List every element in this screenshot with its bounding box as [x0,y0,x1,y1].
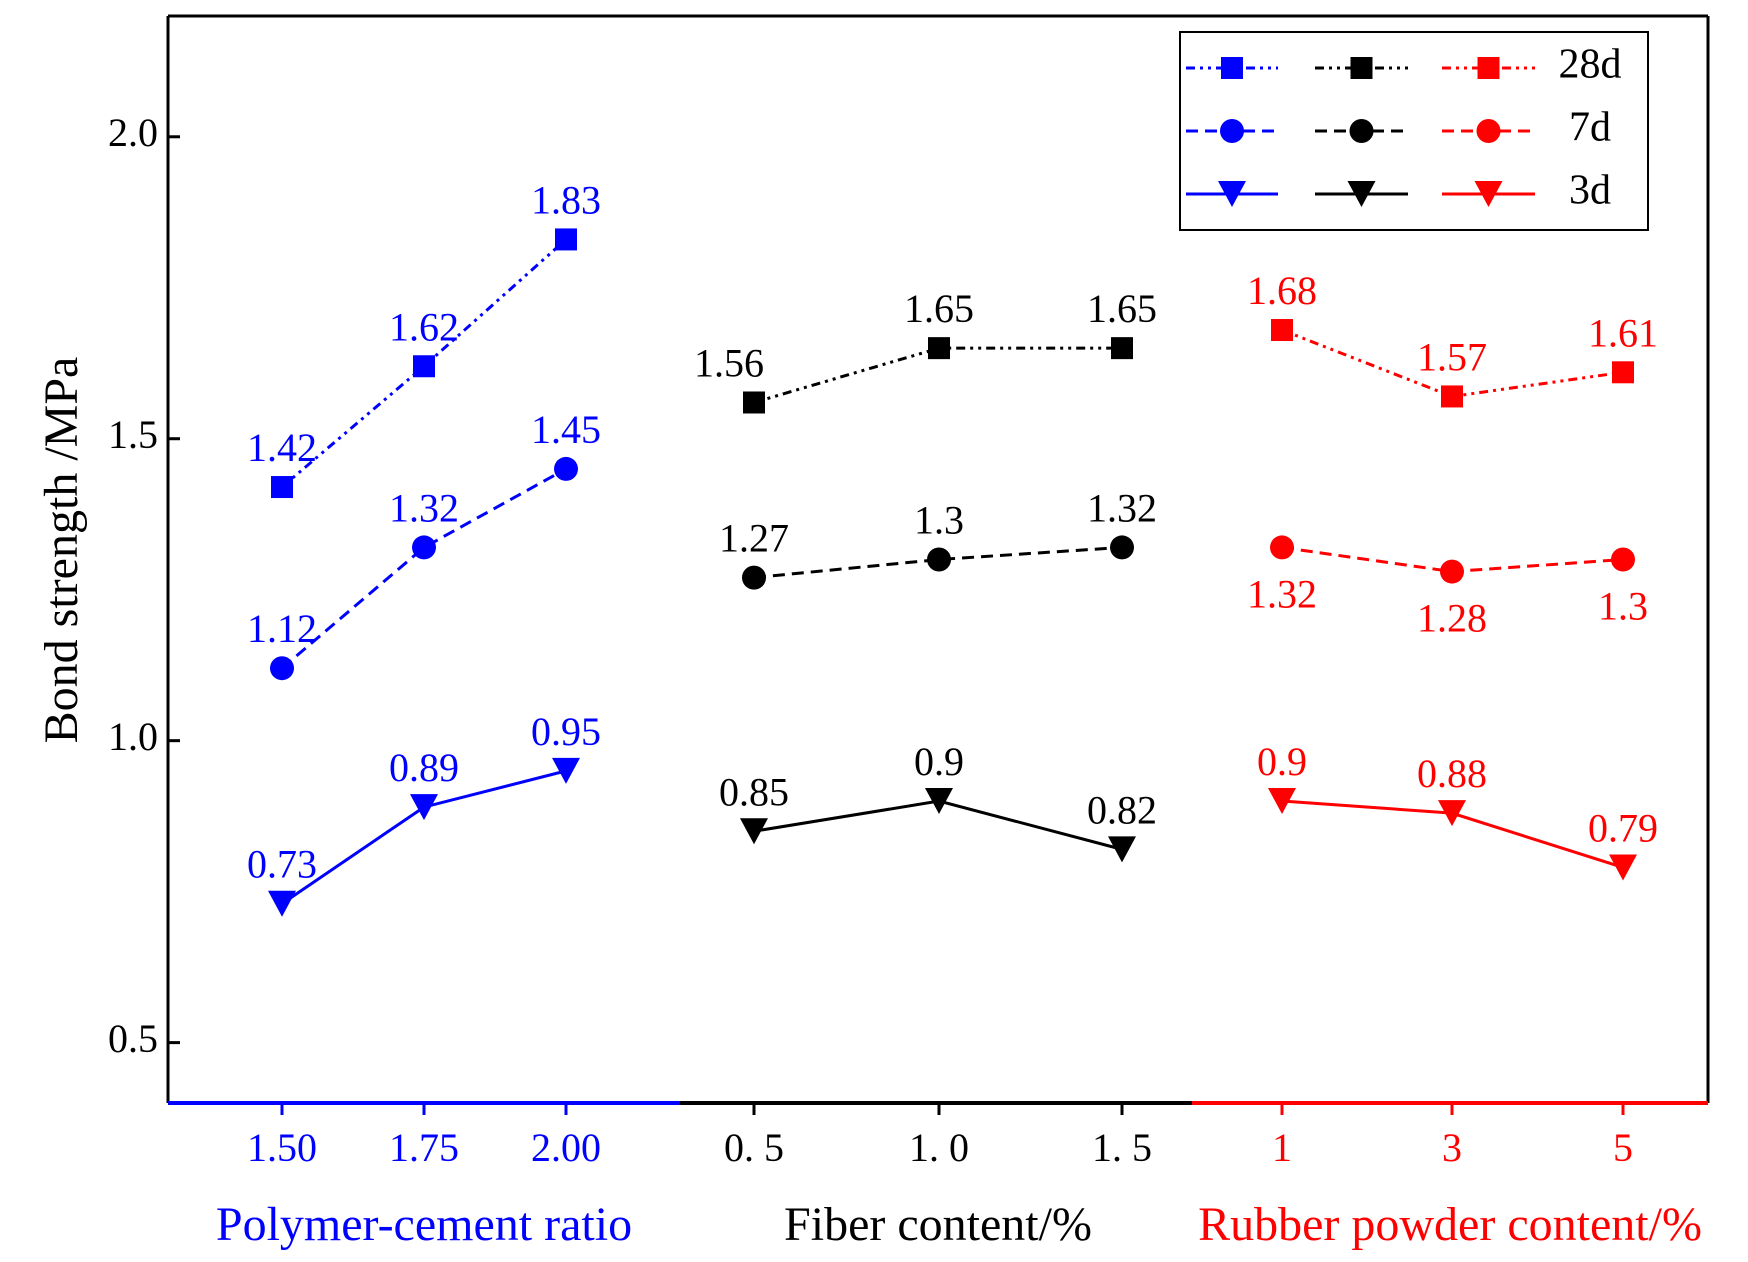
legend-marker-fiber-7d [1349,119,1374,143]
data-label-rubber-3d: 0.88 [1417,751,1487,796]
data-point-fiber-28d [1111,337,1133,360]
data-point-rubber-3d [1268,788,1296,815]
data-label-rubber-28d: 1.68 [1247,268,1317,313]
axis-layer: 0.5 1.0 1.5 2.0 1.50 1.75 2.00 Polymer-cement r… [108,14,1710,1251]
data-point-rubber-3d [1438,800,1466,827]
legend-label-28d: 28d [1559,42,1622,88]
data-label-fiber-28d: 1.56 [694,340,764,385]
y-axis-title: Bond strength /MPa [35,357,88,744]
data-label-fiber-7d: 1.3 [914,498,964,543]
legend-label-7d: 7d [1569,105,1611,151]
data-point-fiber-3d [1108,836,1136,863]
data-point-rubber-7d [1611,547,1635,572]
data-label-rubber-3d: 0.79 [1588,805,1658,850]
data-label-polymer-28d: 1.42 [247,425,317,470]
data-point-fiber-3d [925,788,953,815]
legend-marker-polymer-7d [1220,119,1244,143]
data-point-polymer-28d [413,355,435,378]
legend-marker-fiber-28d [1350,57,1373,79]
data-point-rubber-28d [1271,319,1293,342]
data-label-fiber-28d: 1.65 [904,286,974,331]
series-layer [268,228,1637,917]
x-axis-title-fiber: Fiber content/% [784,1198,1092,1251]
legend-marker-rubber-28d [1477,57,1500,79]
data-label-fiber-7d: 1.32 [1087,485,1157,530]
x-tick-label-polymer: 1.75 [389,1125,459,1170]
data-label-fiber-28d: 1.65 [1087,286,1157,331]
data-label-polymer-7d: 1.12 [247,606,317,651]
x-tick-label-fiber: 1. 0 [909,1125,969,1170]
y-tick-label: 1.5 [108,412,158,457]
x-tick-label-rubber: 1 [1272,1125,1292,1170]
data-label-polymer-28d: 1.62 [389,304,459,349]
data-point-fiber-7d [1110,535,1134,560]
x-tick-label-polymer: 2.00 [531,1125,601,1170]
data-label-fiber-3d: 0.82 [1087,787,1157,832]
x-axis-title-rubber: Rubber powder content/% [1198,1198,1702,1251]
y-tick-label: 1.0 [108,714,158,759]
data-point-polymer-3d [268,890,296,917]
data-label-polymer-3d: 0.89 [389,745,459,790]
data-label-rubber-3d: 0.9 [1257,739,1307,784]
data-label-polymer-28d: 1.83 [531,177,601,222]
legend-marker-rubber-7d [1476,119,1501,143]
data-label-rubber-7d: 1.32 [1247,571,1317,616]
data-point-polymer-3d [552,757,580,784]
data-point-fiber-7d [742,565,766,590]
data-point-polymer-3d [410,794,438,821]
legend-marker-polymer-3d [1218,181,1246,207]
data-point-rubber-7d [1270,535,1294,560]
data-point-polymer-7d [554,456,578,481]
data-point-rubber-28d [1612,361,1634,384]
legend-marker-fiber-3d [1347,181,1376,207]
legend-label-3d: 3d [1569,168,1611,214]
data-label-rubber-7d: 1.28 [1417,596,1487,641]
series-line-polymer-7d [281,467,567,670]
data-point-fiber-28d [928,337,950,360]
x-tick-label-rubber: 3 [1442,1125,1462,1170]
data-point-fiber-3d [740,818,768,845]
data-label-polymer-7d: 1.32 [389,485,459,530]
data-point-rubber-28d [1441,385,1463,408]
data-point-fiber-28d [743,391,765,414]
data-point-polymer-28d [271,476,293,499]
x-tick-label-fiber: 0. 5 [724,1125,784,1170]
legend-marker-rubber-3d [1474,181,1503,207]
data-label-polymer-3d: 0.73 [247,842,317,887]
data-point-polymer-7d [412,535,436,560]
data-label-fiber-3d: 0.9 [914,739,964,784]
data-label-rubber-28d: 1.57 [1417,334,1487,379]
series-line-fiber-7d [753,545,1123,580]
data-point-polymer-28d [555,228,577,251]
data-point-rubber-3d [1609,854,1637,881]
legend-marker-polymer-28d [1221,57,1243,79]
data-label-fiber-7d: 1.27 [719,516,789,561]
data-label-fiber-3d: 0.85 [719,769,789,814]
x-axis-title-polymer: Polymer-cement ratio [216,1198,632,1251]
legend: 28d 7d 3d [1179,31,1649,231]
data-point-fiber-7d [927,547,951,572]
series-line-fiber-28d [753,346,1122,404]
y-tick-label: 0.5 [108,1016,158,1061]
data-label-rubber-7d: 1.3 [1598,584,1648,629]
x-tick-label-rubber: 5 [1613,1125,1633,1170]
y-tick-label: 2.0 [108,110,158,155]
data-label-polymer-3d: 0.95 [531,709,601,754]
legend-box [1179,31,1649,231]
data-point-rubber-7d [1440,559,1464,584]
label-layer: 1.42 1.62 1.83 1.12 1.32 1.45 0.73 0.89 0.95 1.56… [247,177,1658,886]
x-tick-label-polymer: 1.50 [247,1125,317,1170]
data-label-polymer-7d: 1.45 [531,407,601,452]
data-point-polymer-7d [270,656,294,681]
x-tick-label-fiber: 1. 5 [1092,1125,1152,1170]
data-label-rubber-28d: 1.61 [1588,310,1658,355]
